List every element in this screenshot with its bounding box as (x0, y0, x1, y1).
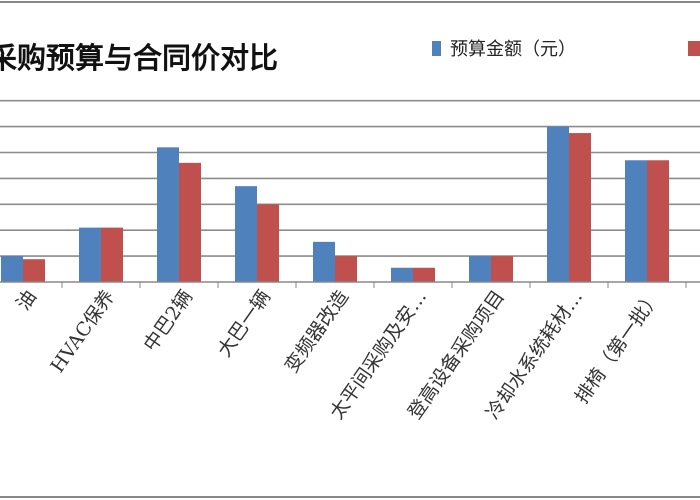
bar-contract (647, 160, 669, 282)
bar-contract (257, 204, 279, 282)
bar-budget (313, 241, 335, 282)
legend-swatch-budget (432, 41, 441, 56)
bar-contract (335, 256, 357, 282)
bar-contract (569, 133, 591, 282)
bar-budget (391, 267, 413, 282)
bar-budget (235, 186, 257, 282)
category-label: 大巴一辆 (213, 286, 275, 361)
bar-contract (179, 162, 201, 282)
category-label: 中巴2辆 (139, 286, 197, 355)
bar-contract (23, 259, 45, 282)
category-label: HVAC保养 (46, 286, 119, 377)
bar-budget (625, 160, 647, 282)
category-label: 变频器改造 (281, 286, 354, 376)
bar-budget (547, 126, 569, 282)
bar-budget (1, 256, 23, 282)
chart-title: 采购预算与合同价对比 (0, 41, 278, 75)
category-label: 油 (12, 286, 41, 314)
bar-budget (157, 147, 179, 282)
bar-contract (101, 227, 123, 282)
bar-budget (469, 256, 491, 282)
legend-label-budget: 预算金额（元） (450, 39, 576, 60)
legend-swatch-contract (688, 41, 700, 56)
category-label: 排椅（第一批） (571, 286, 665, 408)
bar-contract (413, 267, 435, 282)
bar-budget (79, 227, 101, 282)
bar-contract (491, 256, 513, 282)
